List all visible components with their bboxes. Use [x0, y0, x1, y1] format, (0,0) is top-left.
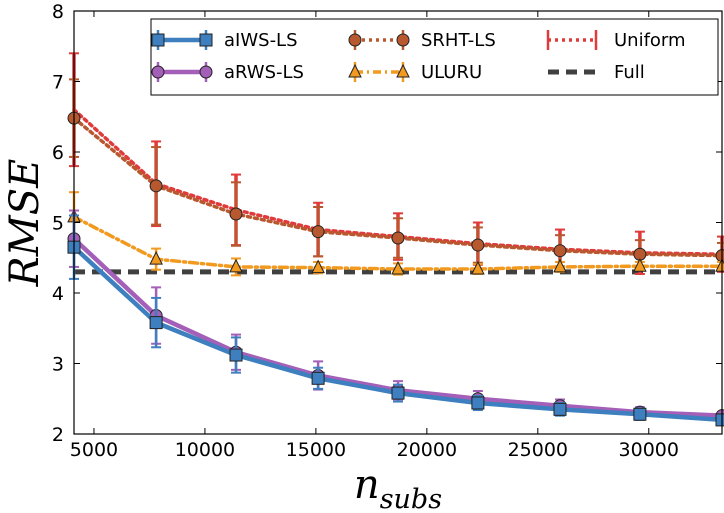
data-point — [553, 244, 567, 258]
x-axis-label-main: n — [354, 462, 380, 508]
y-tick-label: 5 — [52, 213, 64, 235]
legend-swatch-marker — [348, 63, 362, 78]
legend-item-uluru: ULURU — [348, 62, 482, 83]
legend-swatch-marker — [151, 33, 165, 47]
x-tick-label: 25000 — [508, 439, 568, 461]
data-point — [391, 231, 405, 245]
ticks-layer: 5000 10000 15000 20000 25000 30000 2 3 4 5 6 7 8 — [52, 1, 722, 461]
legend-swatch-marker — [396, 63, 410, 78]
data-point — [149, 316, 163, 330]
legend-label: Uniform — [614, 30, 686, 51]
series-layer — [67, 52, 724, 427]
series-aiws-ls — [67, 214, 724, 427]
legend: aIWS-LS aRWS-LS SRHT-LS ULURU Uniform Full — [150, 18, 719, 96]
y-tick-label: 4 — [52, 283, 64, 305]
data-point — [149, 179, 163, 193]
legend-swatch-marker — [199, 65, 213, 79]
y-tick-label: 7 — [52, 72, 64, 94]
y-tick-label: 2 — [52, 424, 64, 446]
legend-swatch-marker — [151, 65, 165, 79]
legend-item-srht-ls: SRHT-LS — [348, 30, 496, 51]
legend-label: ULURU — [421, 62, 482, 83]
data-point — [311, 259, 325, 274]
x-tick-label: 5000 — [70, 439, 118, 461]
data-point — [471, 396, 485, 410]
y-tick-label: 3 — [52, 354, 64, 376]
data-point — [229, 258, 243, 273]
data-point — [471, 260, 485, 275]
data-point — [391, 386, 405, 400]
y-tick-label: 8 — [52, 1, 64, 23]
data-point — [311, 225, 325, 239]
x-tick-label: 30000 — [619, 439, 679, 461]
data-point — [715, 413, 724, 427]
data-point — [633, 258, 647, 272]
legend-swatch-marker — [199, 33, 213, 47]
legend-item-uniform: Uniform — [546, 30, 686, 51]
legend-label: SRHT-LS — [421, 30, 496, 51]
legend-swatch-marker — [396, 33, 410, 47]
series-uluru — [67, 191, 724, 277]
legend-item-arws-ls: aRWS-LS — [151, 62, 304, 83]
data-point — [553, 258, 567, 273]
legend-label: Full — [614, 62, 645, 83]
data-point — [149, 251, 163, 265]
y-tick-label: 6 — [52, 142, 64, 164]
legend-label: aRWS-LS — [224, 62, 304, 83]
legend-label: aIWS-LS — [224, 30, 298, 51]
data-point — [229, 348, 243, 362]
x-tick-label: 20000 — [397, 439, 457, 461]
y-axis-label: RMSE — [2, 159, 48, 288]
legend-swatch-marker — [348, 33, 362, 47]
data-point — [471, 238, 485, 252]
x-tick-label: 10000 — [175, 439, 235, 461]
legend-item-aiws-ls: aIWS-LS — [151, 30, 298, 51]
x-axis-label-subscript: subs — [380, 484, 442, 513]
series-srht-ls — [67, 78, 724, 270]
legend-item-full: Full — [548, 62, 645, 83]
data-point — [391, 260, 405, 275]
data-point — [311, 371, 325, 385]
legend-box — [150, 18, 719, 96]
x-axis-label: nsubs — [354, 462, 442, 513]
data-point — [633, 407, 647, 421]
data-point — [229, 207, 243, 221]
data-point — [553, 402, 567, 416]
x-tick-label: 15000 — [286, 439, 346, 461]
